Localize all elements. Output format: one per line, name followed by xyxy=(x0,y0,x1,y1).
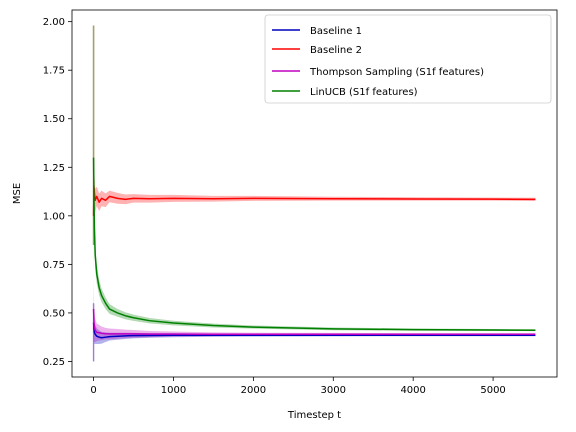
y-tick-label: 1.00 xyxy=(43,211,65,222)
line-baseline-1 xyxy=(92,322,536,339)
y-axis-ticks: 0.25 0.50 0.75 1.00 1.25 1.50 1.75 2.00 xyxy=(43,17,72,368)
legend-label-baseline-2: Baseline 2 xyxy=(310,45,362,56)
y-tick-label: 0.75 xyxy=(43,260,65,271)
legend: Baseline 1 Baseline 2 Thompson Sampling … xyxy=(264,14,552,104)
x-axis-ticks: 0 1000 2000 3000 4000 5000 xyxy=(90,377,506,396)
x-axis-label: Timestep t xyxy=(287,410,341,421)
line-baseline-2 xyxy=(92,185,536,216)
legend-box xyxy=(264,14,552,104)
series-lines xyxy=(92,157,536,339)
line-linucb-s1f-features xyxy=(92,157,536,331)
y-tick-label: 1.25 xyxy=(43,163,65,174)
plot-frame xyxy=(71,9,558,378)
y-tick-label: 2.00 xyxy=(43,17,65,28)
x-tick-label: 1000 xyxy=(161,385,186,396)
legend-label-baseline-1: Baseline 1 xyxy=(310,26,362,37)
x-tick-label: 0 xyxy=(90,385,96,396)
x-tick-label: 5000 xyxy=(480,385,505,396)
x-tick-label: 4000 xyxy=(400,385,425,396)
y-tick-label: 1.50 xyxy=(43,114,65,125)
line-thompson-sampling-s1f-features xyxy=(92,309,536,336)
y-tick-label: 0.25 xyxy=(43,357,65,368)
x-tick-label: 3000 xyxy=(321,385,346,396)
y-tick-label: 1.75 xyxy=(43,66,65,77)
y-axis-label: MSE xyxy=(12,183,23,204)
y-tick-label: 0.50 xyxy=(43,308,65,319)
x-tick-label: 2000 xyxy=(241,385,266,396)
legend-label-thompson: Thompson Sampling (S1f features) xyxy=(309,67,484,78)
legend-label-linucb: LinUCB (S1f features) xyxy=(310,87,418,98)
